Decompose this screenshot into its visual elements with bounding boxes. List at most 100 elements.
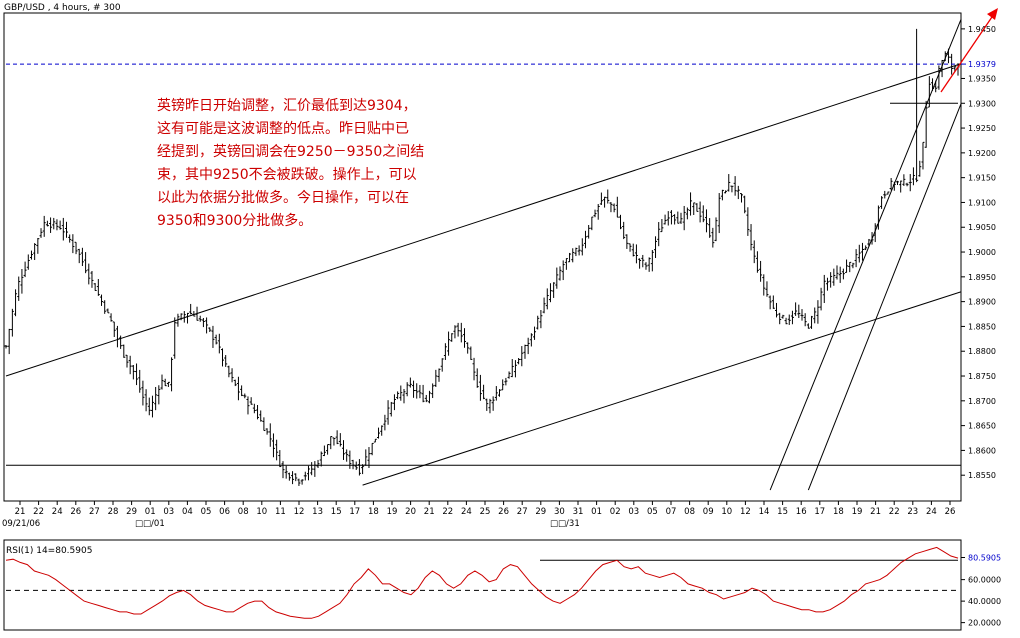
annotation-line-5: 以此为依据分批做多。今日操作，可以在: [157, 189, 409, 206]
price-tick-label: 1.8850: [968, 322, 996, 331]
x-tick-label: 07: [666, 507, 677, 517]
x-tick-label: 12: [294, 507, 305, 517]
price-levels: 1.9379: [6, 60, 996, 104]
chart-header: GBP/USD , 4 hours, # 300: [4, 3, 121, 13]
trendline-lower-channel: [362, 291, 962, 486]
x-tick-label: 13: [312, 507, 323, 517]
x-tick-label: 21: [424, 507, 435, 517]
date-label: 09/21/06: [2, 519, 40, 529]
rsi-panel-frame: [3, 539, 962, 631]
x-tick-label: 22: [442, 507, 453, 517]
x-tick-label: 06: [219, 507, 230, 517]
rsi-group: 80.5905 60.0000 40.0000 20.0000: [5, 546, 1001, 628]
x-tick-label: 17: [349, 507, 360, 517]
price-tick-label: 1.8800: [968, 347, 996, 356]
x-tick-label: 12: [740, 507, 751, 517]
x-tick-label: 10: [256, 507, 267, 517]
price-tick-label: 1.9150: [968, 174, 996, 183]
rsi-tick-label: 60.0000: [968, 576, 1001, 585]
price-tick-label: 1.8600: [968, 446, 996, 455]
trendlines: [5, 18, 962, 491]
x-tick-label: 05: [201, 507, 212, 517]
x-tick-label: 15: [331, 507, 342, 517]
x-tick-label: 08: [684, 507, 695, 517]
price-bars: [4, 28, 960, 486]
x-tick-label: 02: [610, 507, 621, 517]
x-tick-label: 15: [777, 507, 788, 517]
x-tick-label: 21: [15, 507, 26, 517]
x-tick-label: 24: [461, 507, 472, 517]
x-tick-label: 27: [89, 507, 100, 517]
rsi-label: RSI(1) 14=80.5905: [6, 546, 92, 556]
price-tick-label: 1.8550: [968, 471, 996, 480]
rsi-line: [5, 546, 959, 619]
x-tick-label: 08: [238, 507, 249, 517]
x-tick-label: 25: [480, 507, 491, 517]
x-tick-label: 23: [907, 507, 918, 517]
annotation-line-2: 这有可能是这波调整的低点。昨日贴中已: [157, 120, 409, 137]
price-tick-label: 1.8950: [968, 273, 996, 282]
x-tick-label: 14: [759, 507, 770, 517]
price-tick-label: 1.8750: [968, 372, 996, 381]
annotation-line-4: 束，其中9250不会被跌破。操作上，可以: [157, 167, 417, 183]
x-tick-label: 27: [517, 507, 528, 517]
x-tick-label: 11: [275, 507, 286, 517]
x-tick-label: 26: [70, 507, 81, 517]
target-arrow: [940, 8, 998, 93]
x-tick-label: 05: [647, 507, 658, 517]
x-tick-label: 18: [833, 507, 844, 517]
date-label: □□/01: [135, 519, 165, 529]
rsi-tick-label: 20.0000: [968, 619, 1001, 628]
x-tick-label: 31: [573, 507, 584, 517]
price-axis: 1.9450 1.9350 1.9300 1.9250 1.9200 1.9150 1.91…: [961, 25, 996, 480]
x-tick-label: 20: [405, 507, 416, 517]
x-tick-label: 01: [145, 507, 156, 517]
x-tick-label: 29: [535, 507, 546, 517]
price-tick-label: 1.9300: [968, 99, 996, 108]
x-tick-label: 30: [554, 507, 565, 517]
rsi-tick-label: 80.5905: [968, 553, 1001, 562]
price-tick-label: 1.9050: [968, 223, 996, 232]
trendline-steep-support-inner: [807, 103, 962, 491]
x-tick-label: 22: [889, 507, 900, 517]
x-tick-label: 16: [796, 507, 807, 517]
annotation-line-6: 9350和9300分批做多。: [157, 212, 312, 229]
x-tick-label: 03: [628, 507, 639, 517]
price-tick-label: 1.8650: [968, 422, 996, 431]
x-tick-label: 01: [591, 507, 602, 517]
x-tick-label: 29: [126, 507, 137, 517]
arrow-head-icon: [987, 8, 998, 20]
price-tick-label: 1.8900: [968, 298, 996, 307]
x-tick-label: 26: [498, 507, 509, 517]
x-tick-label: 03: [163, 507, 174, 517]
x-tick-label: 09: [703, 507, 714, 517]
annotation-line-1: 英镑昨日开始调整，汇价最低到达9304，: [157, 97, 417, 114]
x-tick-label: 19: [852, 507, 863, 517]
x-tick-label: 18: [368, 507, 379, 517]
x-tick-label: 19: [387, 507, 398, 517]
trendline-upper-channel: [5, 63, 962, 377]
price-tick-label: 1.9100: [968, 198, 996, 207]
price-panel-frame: [3, 12, 962, 502]
current-price-label: 1.9379: [968, 60, 996, 69]
x-axis: 21 22 24 26 27 28 29 01 03 04 05 06 08 10 11 12 13 15 17 18…: [2, 501, 955, 529]
x-tick-label: 22: [33, 507, 44, 517]
price-tick-label: 1.9450: [968, 25, 996, 34]
annotation-block: 英镑昨日开始调整，汇价最低到达9304， 这有可能是这波调整的低点。昨日贴中已 …: [157, 97, 424, 229]
x-tick-label: 28: [108, 507, 119, 517]
x-tick-label: 17: [814, 507, 825, 517]
date-label: □□/31: [550, 519, 580, 529]
price-tick-label: 1.9250: [968, 124, 996, 133]
x-tick-label: 04: [182, 507, 193, 517]
x-tick-label: 10: [721, 507, 732, 517]
x-tick-label: 21: [870, 507, 881, 517]
price-tick-label: 1.9000: [968, 248, 996, 257]
annotation-line-3: 经提到，英镑回调会在9250－9350之间结: [157, 143, 424, 160]
price-tick-label: 1.8700: [968, 397, 996, 406]
x-tick-label: 24: [926, 507, 937, 517]
rsi-tick-label: 40.0000: [968, 597, 1001, 606]
arrow-shaft: [940, 13, 995, 93]
price-tick-label: 1.9200: [968, 149, 996, 158]
